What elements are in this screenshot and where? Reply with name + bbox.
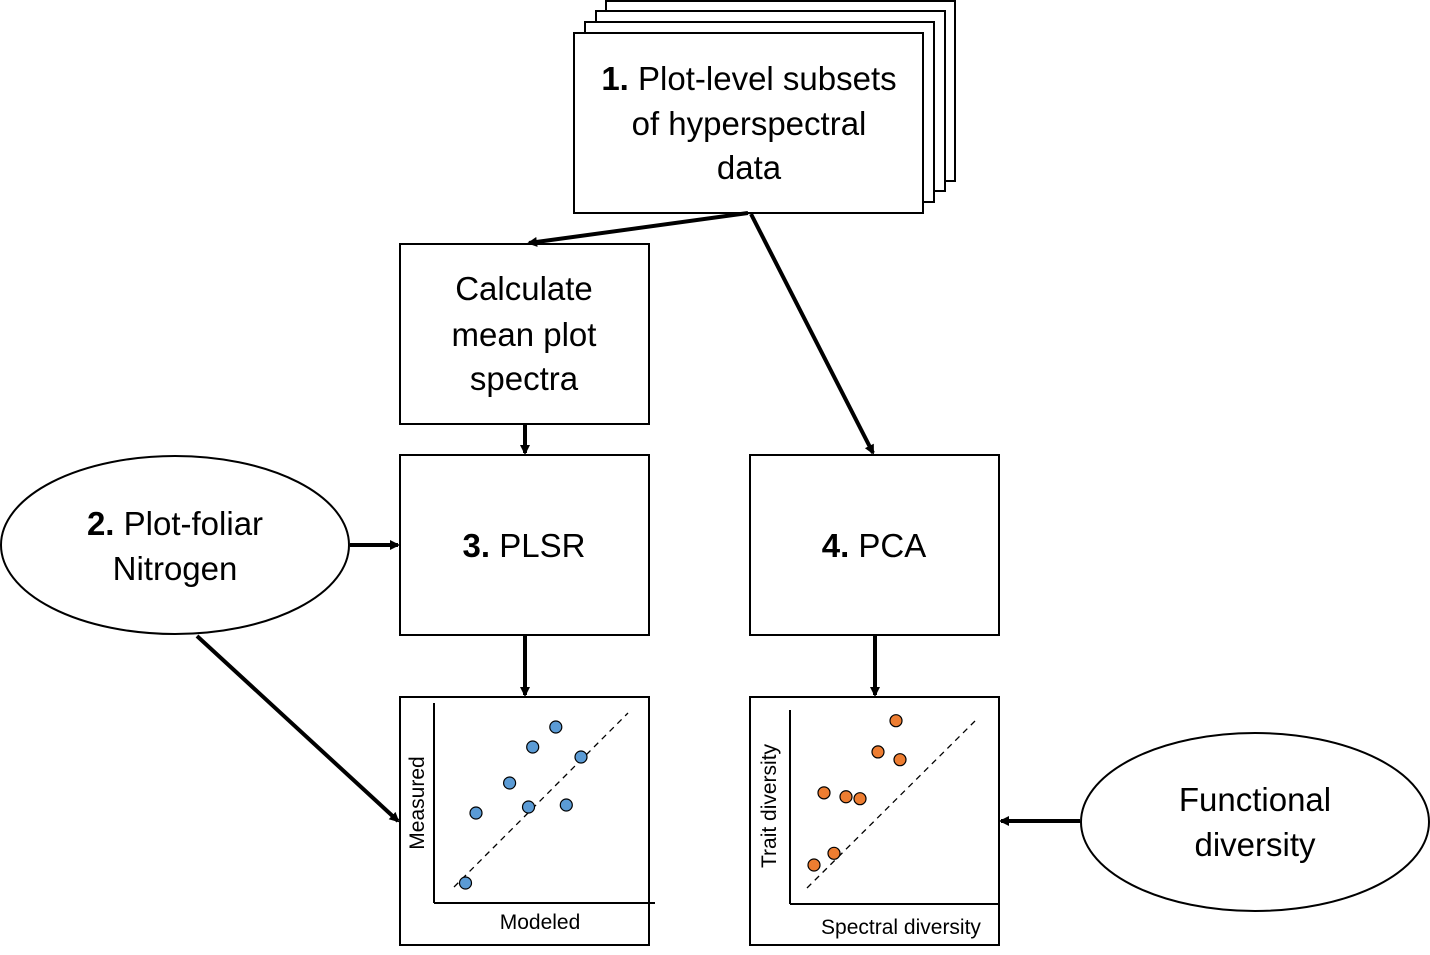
subsets-label-line2: of hyperspectral bbox=[632, 105, 867, 142]
pca-point-3 bbox=[817, 786, 831, 800]
pca-point-7 bbox=[889, 714, 903, 728]
pca-point-6 bbox=[871, 745, 885, 759]
functional-diversity-line1: Functional bbox=[1179, 781, 1331, 818]
plsr-point-7 bbox=[559, 798, 573, 812]
plsr-scatter-plot: Measured Modeled bbox=[399, 696, 655, 946]
functional-diversity-line2: diversity bbox=[1194, 826, 1316, 863]
plsr-point-8 bbox=[574, 750, 588, 764]
mean-spectra-line3: spectra bbox=[470, 360, 579, 397]
pca-node: 4. PCA bbox=[749, 454, 1000, 636]
plsr-x-label: Modeled bbox=[500, 911, 581, 934]
plsr-point-5 bbox=[526, 740, 540, 754]
pca-scatter-plot: Trait diversity Spectral diversity bbox=[749, 696, 1000, 946]
foliar-nitrogen-line2: Nitrogen bbox=[113, 550, 238, 587]
mean-spectra-line1: Calculate bbox=[455, 270, 593, 307]
plsr-y-label: Measured bbox=[406, 756, 429, 849]
mean-spectra-node: Calculate mean plot spectra bbox=[399, 243, 650, 425]
subsets-label-line1: 1. Plot-level subsets bbox=[601, 60, 896, 97]
plsr-point-3 bbox=[503, 776, 517, 790]
arrow-subsets-to-pca bbox=[749, 213, 875, 455]
mean-spectra-line2: mean plot bbox=[452, 316, 597, 353]
pca-y-label: Trait diversity bbox=[758, 743, 781, 868]
plsr-points bbox=[458, 720, 588, 890]
plsr-node: 3. PLSR bbox=[399, 454, 650, 636]
pca-x-label: Spectral diversity bbox=[821, 916, 981, 939]
pca-point-5 bbox=[853, 792, 867, 806]
hyperspectral-subsets-box bbox=[573, 32, 924, 214]
plsr-point-4 bbox=[521, 800, 536, 814]
arrow-subsets-to-mean-spectra bbox=[527, 211, 749, 247]
pca-step-number: 4. bbox=[822, 527, 850, 564]
subsets-label-line3: data bbox=[717, 149, 782, 186]
foliar-nitrogen-node: 2. Plot-foliar Nitrogen bbox=[0, 455, 350, 635]
pca-point-4 bbox=[839, 790, 853, 804]
pca-label: 4. PCA bbox=[822, 527, 927, 564]
arrow-foliar-to-plsr-plot bbox=[195, 634, 400, 823]
plsr-trend-line bbox=[453, 712, 629, 888]
pca-point-2 bbox=[827, 846, 841, 860]
pca-point-8 bbox=[893, 753, 907, 767]
arrows bbox=[195, 211, 1080, 826]
hyperspectral-subsets-stack: 1. Plot-level subsets of hyperspectral d… bbox=[573, 0, 956, 214]
functional-diversity-node: Functional diversity bbox=[1080, 732, 1430, 912]
foliar-nitrogen-line1: 2. Plot-foliar bbox=[87, 505, 263, 542]
foliar-step-number: 2. bbox=[87, 505, 115, 542]
plsr-point-1 bbox=[458, 876, 473, 890]
plsr-step-number: 3. bbox=[463, 527, 491, 564]
pca-point-1 bbox=[807, 858, 821, 872]
pca-points bbox=[807, 714, 907, 872]
plsr-point-2 bbox=[469, 806, 483, 820]
subsets-step-number: 1. bbox=[601, 60, 629, 97]
plsr-point-6 bbox=[549, 720, 563, 734]
plsr-label: 3. PLSR bbox=[463, 527, 586, 564]
